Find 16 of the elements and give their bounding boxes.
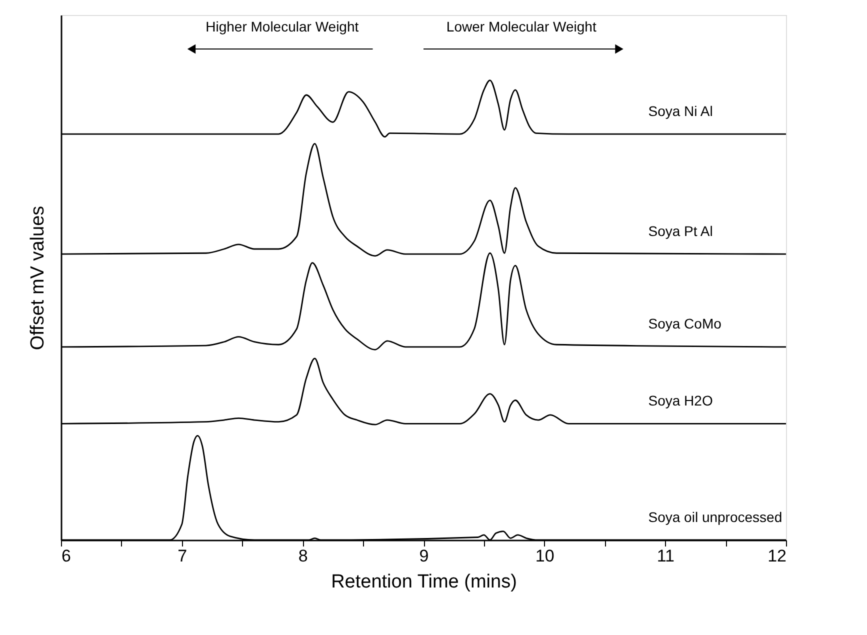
x-tick-label: 7 [178, 546, 188, 566]
x-tick-label: 6 [62, 546, 71, 566]
x-tick-label: 9 [419, 546, 429, 566]
x-tick-label: 11 [656, 546, 674, 566]
x-tick-label: 12 [768, 546, 786, 566]
x-tick-label: 8 [298, 546, 308, 566]
text: Higher Molecular Weight [206, 18, 359, 34]
series-label: Soya Ni Al [648, 102, 713, 119]
x-tick-label: 10 [535, 546, 554, 566]
series-label: Soya oil unprocessed [648, 508, 782, 525]
x-axis-title: Retention Time (mins) [331, 572, 517, 592]
series-label: Soya CoMo [648, 316, 722, 332]
series-label: Soya H2O [648, 392, 713, 409]
y-axis-title: Offset mV values [28, 206, 48, 350]
series-label: Soya Pt Al [648, 222, 713, 239]
text: Lower Molecular Weight [446, 18, 596, 34]
